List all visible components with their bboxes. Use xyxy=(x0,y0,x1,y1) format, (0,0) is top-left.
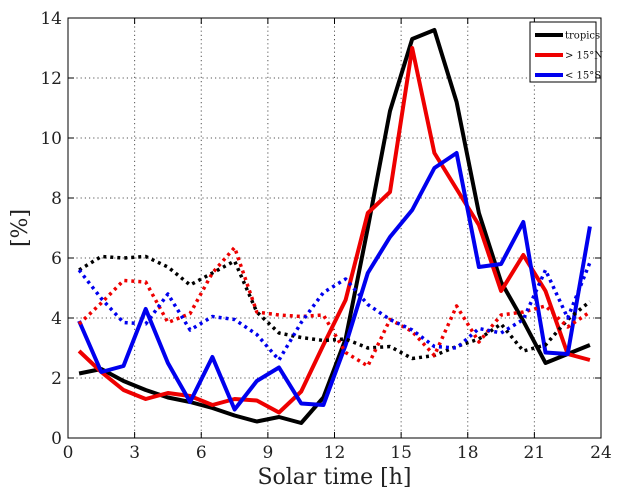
y-axis-title: [%] xyxy=(8,209,33,247)
y-tick-label: 12 xyxy=(40,69,62,89)
y-tick-label: 10 xyxy=(40,129,62,149)
y-tick-labels: 0 2 4 6 8 10 12 14 xyxy=(40,9,62,449)
x-tick-label: 9 xyxy=(262,443,273,463)
dotted-series-line xyxy=(77,261,592,362)
y-tick-label: 8 xyxy=(51,189,62,209)
x-tick-labels: 0 3 6 9 12 15 18 21 24 xyxy=(63,443,612,463)
y-tick-label: 6 xyxy=(51,249,62,269)
x-tick-label: 0 xyxy=(63,443,74,463)
legend-label: > 15°N xyxy=(565,51,603,62)
legend: tropics > 15°N < 15°S xyxy=(529,21,603,83)
x-tick-label: 6 xyxy=(196,443,207,463)
y-tick-label: 2 xyxy=(51,369,62,389)
legend-box xyxy=(529,21,597,83)
axis-ticks xyxy=(67,17,602,439)
y-tick-label: 4 xyxy=(51,309,62,329)
x-tick-label: 24 xyxy=(590,443,612,463)
x-tick-label: 3 xyxy=(129,443,140,463)
solid-series-line xyxy=(77,46,591,415)
x-axis-title: Solar time [h] xyxy=(257,465,411,490)
x-tick-label: 15 xyxy=(390,443,412,463)
legend-label: < 15°S xyxy=(565,71,601,82)
y-tick-label: 0 xyxy=(51,429,62,449)
dotted-series-line xyxy=(78,254,592,361)
x-tick-label: 12 xyxy=(324,443,346,463)
grid xyxy=(68,18,601,438)
solid-series-line xyxy=(77,151,592,412)
legend-label: tropics xyxy=(565,31,600,42)
series-layer xyxy=(77,28,592,425)
x-tick-label: 21 xyxy=(524,443,546,463)
x-tick-label: 18 xyxy=(457,443,479,463)
y-tick-label: 14 xyxy=(40,9,62,29)
